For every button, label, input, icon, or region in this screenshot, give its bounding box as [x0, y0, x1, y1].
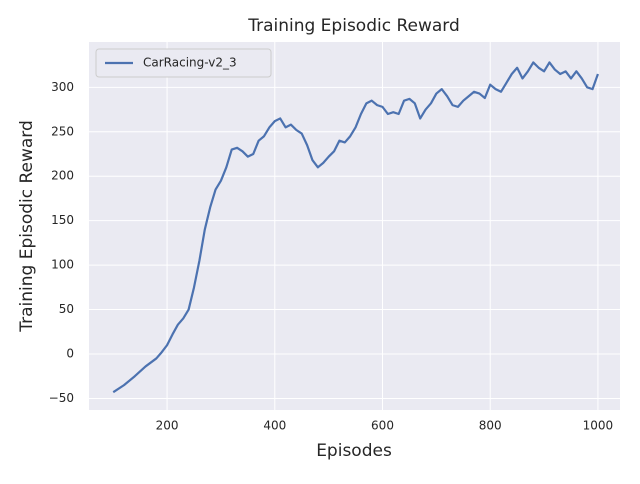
y-tick-label: 250: [51, 124, 74, 138]
legend-label: CarRacing-v2_3: [143, 56, 237, 70]
x-tick-label: 600: [371, 419, 394, 433]
x-tick-label: 400: [263, 419, 286, 433]
plot-area: [89, 42, 620, 410]
y-axis-label: Training Episodic Reward: [17, 120, 37, 333]
x-tick-label: 800: [479, 419, 502, 433]
x-tick-label: 1000: [583, 419, 614, 433]
y-tick-label: 300: [51, 80, 74, 94]
y-tick-label: −50: [49, 391, 74, 405]
chart-title: Training Episodic Reward: [247, 16, 460, 36]
y-tick-label: 100: [51, 258, 74, 272]
y-tick-label: 150: [51, 213, 74, 227]
legend-box: [95, 48, 272, 78]
y-tick-label: 0: [66, 347, 74, 361]
x-tick-label: 200: [156, 419, 179, 433]
y-tick-label: 200: [51, 169, 74, 183]
x-axis-label: Episodes: [316, 441, 392, 461]
y-tick-label: 50: [59, 302, 74, 316]
line: [112, 61, 599, 394]
